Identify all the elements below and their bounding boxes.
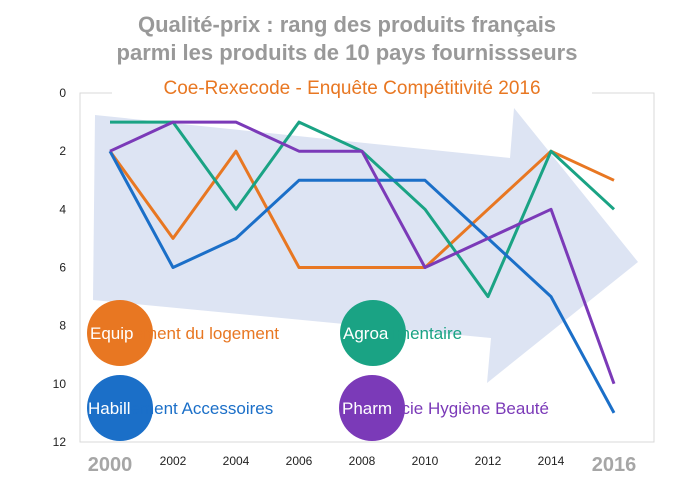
x-axis-ticks: 2000 2002 2004 2006 2008 2010 2012 2014 2016 xyxy=(88,454,637,476)
subtitle-backing xyxy=(112,74,592,100)
series-line xyxy=(108,150,616,414)
y-tick-label: 10 xyxy=(53,377,67,391)
legend-label: Pharmacie Hygiène Beauté xyxy=(342,399,549,418)
chart-title-line-1: Qualité-prix : rang des produits françai… xyxy=(138,12,556,37)
legend-marker xyxy=(339,375,405,441)
x-tick-label: 2012 xyxy=(475,454,502,468)
legend: Equipement du logement Agroalimentaire Hab… xyxy=(87,300,549,441)
x-tick-label: 2006 xyxy=(286,454,313,468)
y-tick-label: 0 xyxy=(59,86,66,100)
y-tick-label: 8 xyxy=(59,319,66,333)
series-line xyxy=(108,149,615,269)
chart-title-line-2: parmi les produits de 10 pays fournissse… xyxy=(117,40,578,65)
x-tick-label: 2010 xyxy=(412,454,439,468)
y-tick-label: 12 xyxy=(53,435,67,449)
x-tick-label: 2008 xyxy=(349,454,376,468)
x-tick-label: 2016 xyxy=(592,454,637,476)
legend-marker xyxy=(87,375,153,441)
series-line xyxy=(109,120,616,385)
x-tick-label: 2004 xyxy=(223,454,250,468)
y-tick-label: 2 xyxy=(59,144,66,158)
x-tick-label: 2002 xyxy=(160,454,187,468)
background-arrow xyxy=(93,108,638,383)
y-tick-label: 6 xyxy=(59,261,66,275)
y-axis-ticks: 0 2 4 6 8 10 12 xyxy=(53,86,67,449)
x-tick-label: 2014 xyxy=(538,454,565,468)
legend-marker xyxy=(87,300,153,366)
series-lines xyxy=(108,120,616,414)
legend-label: Agroalimentaire xyxy=(343,324,462,343)
legend-label: Equipement du logement xyxy=(90,324,279,343)
x-tick-label: 2000 xyxy=(88,454,133,476)
chart-subtitle: Coe-Rexecode - Enquête Compétitivité 201… xyxy=(163,78,540,99)
legend-label: Habillement Accessoires xyxy=(88,399,273,418)
legend-marker xyxy=(340,300,406,366)
y-tick-label: 4 xyxy=(59,202,66,216)
